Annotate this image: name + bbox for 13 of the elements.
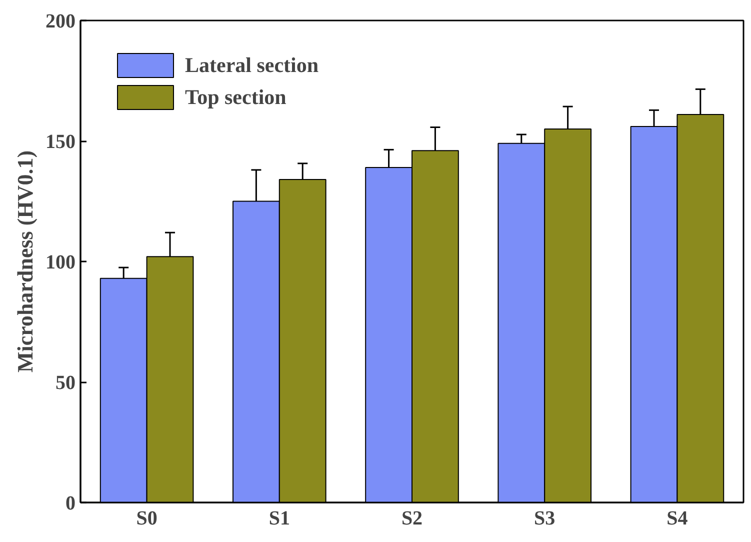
y-tick-label: 100 xyxy=(46,252,76,274)
legend-label: Top section xyxy=(185,84,286,110)
x-tick-label: S3 xyxy=(534,508,556,530)
legend-label: Lateral section xyxy=(185,52,319,78)
y-axis-title: Microhardness (HV0.1) xyxy=(12,150,38,373)
y-tick-label: 50 xyxy=(56,372,76,394)
x-tick-label: S1 xyxy=(268,508,290,530)
y-tick-label: 0 xyxy=(66,492,76,514)
y-tick-label: 150 xyxy=(46,131,76,153)
x-tick-label: S0 xyxy=(136,508,158,530)
x-tick-label: S2 xyxy=(401,508,423,530)
y-tick-label: 200 xyxy=(46,10,76,32)
x-tick-label: S4 xyxy=(666,508,688,530)
